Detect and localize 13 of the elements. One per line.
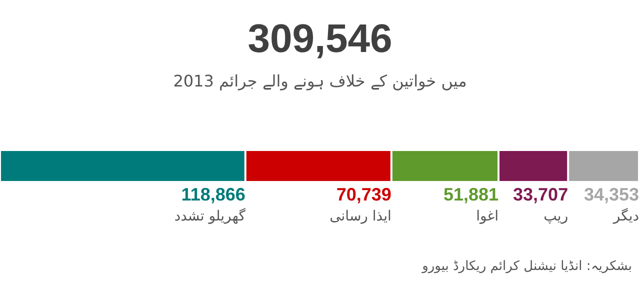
data-label: 34,353 (584, 184, 639, 204)
data-label: 51,881 (443, 184, 499, 204)
data-label: 118,866 (181, 184, 246, 204)
series-label: دیگر (612, 207, 639, 224)
chart-title: 309,546 (248, 17, 392, 61)
series-label: اغوا (476, 208, 499, 224)
data-label: 33,707 (513, 184, 568, 204)
text: بشکریہ: انڈیا نیشنل کرائم ریکارڈ بیورو (421, 259, 632, 274)
chart-subtitle: 2013 میں خواتین کے خلاف ہونے والے جرائم (173, 72, 467, 90)
series-label: گھریلو تشدد (174, 207, 246, 224)
series-label: ریپ (544, 208, 568, 224)
data-label: 70,739 (336, 184, 392, 204)
series-label: ایذا رسانی (330, 208, 392, 224)
